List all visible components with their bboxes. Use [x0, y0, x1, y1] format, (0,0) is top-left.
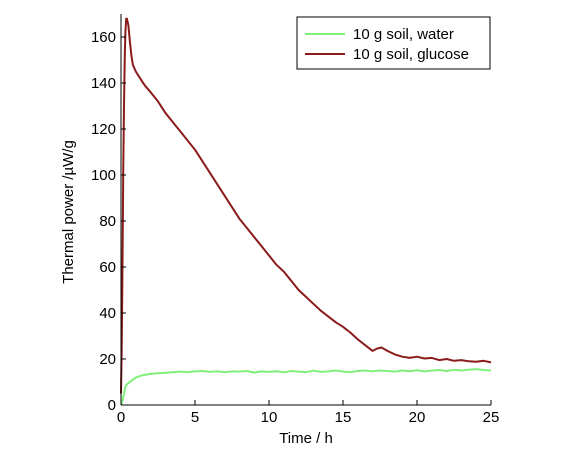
y-tick-label: 40	[99, 305, 116, 322]
y-tick-label: 120	[91, 121, 116, 138]
x-tick-label: 15	[335, 409, 352, 426]
y-axis-title: Thermal power /µW/g	[60, 140, 77, 284]
legend-box	[296, 16, 491, 70]
x-tick-label: 10	[261, 409, 278, 426]
y-tick-label: 60	[99, 259, 116, 276]
series-line-1	[120, 368, 492, 406]
y-tick-label: 140	[91, 75, 116, 92]
x-axis-title: Time / h	[279, 430, 333, 447]
y-tick-label: 0	[108, 397, 116, 414]
y-tick-label: 20	[99, 351, 116, 368]
y-tick-label: 100	[91, 167, 116, 184]
legend-label-2: 10 g soil, glucose	[353, 46, 469, 63]
y-tick-label: 160	[91, 29, 116, 46]
axes-layer: 0 5 10 15 20 25 0 20 40 60 80 100 120 140 160	[91, 14, 499, 426]
plot-layer	[120, 17, 492, 406]
legend-label-1: 10 g soil, water	[353, 26, 454, 43]
series-line-2	[120, 17, 492, 394]
x-tick-label: 0	[117, 409, 125, 426]
y-tick-label: 80	[99, 213, 116, 230]
x-tick-label: 25	[483, 409, 500, 426]
legend: 10 g soil, water 10 g soil, glucose	[296, 16, 491, 70]
x-tick-label: 20	[409, 409, 426, 426]
x-tick-label: 5	[191, 409, 199, 426]
